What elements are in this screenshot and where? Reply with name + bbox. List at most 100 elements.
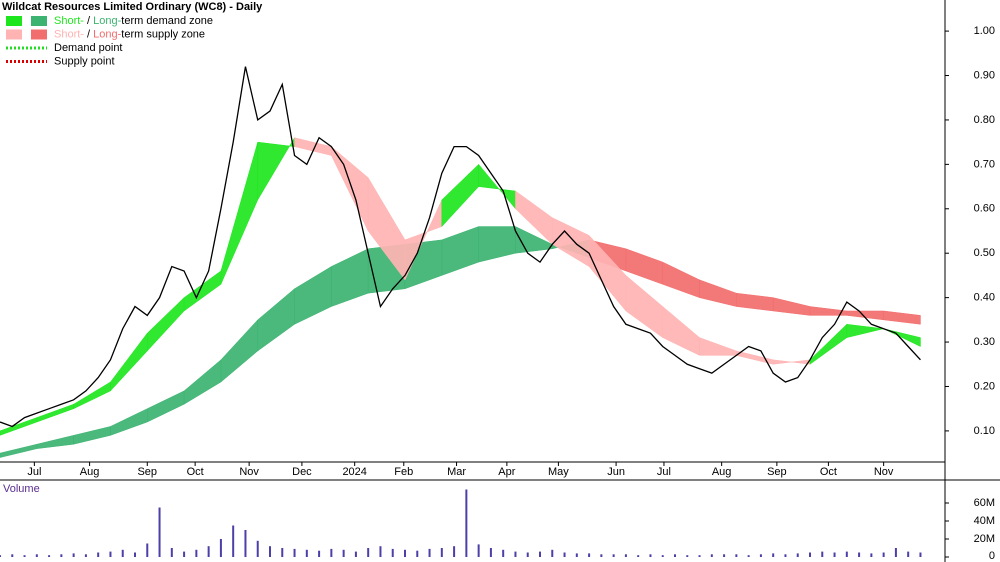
volume-bar [318, 550, 321, 557]
volume-bar [170, 548, 173, 557]
legend-label: Supply point [54, 55, 115, 67]
x-tick-label: 2024 [342, 466, 366, 478]
legend-sep: / [84, 28, 93, 40]
volume-bar [588, 553, 591, 557]
volume-bar [281, 548, 284, 557]
volume-bar [637, 555, 640, 557]
legend-short: Short- [54, 28, 84, 40]
legend-swatch [6, 16, 22, 26]
volume-bar [489, 548, 492, 557]
volume-bar [293, 548, 296, 557]
volume-bar [563, 552, 566, 557]
volume-bar [453, 546, 456, 557]
volume-bar [600, 554, 603, 557]
y-tick-label: 0.80 [974, 114, 995, 126]
y-tick-label: 0.50 [974, 247, 995, 259]
volume-bar [465, 489, 468, 557]
volume-bar [723, 554, 726, 557]
volume-bar [674, 554, 676, 557]
x-tick-label: Dec [292, 466, 312, 478]
legend-long: Long- [93, 15, 121, 27]
volume-tick-label: 60M [974, 497, 995, 509]
volume-bar [354, 551, 357, 557]
volume-bar [551, 549, 554, 557]
volume-bar [919, 552, 922, 557]
volume-bar [772, 553, 775, 557]
volume-bar [84, 554, 87, 557]
x-tick-label: Feb [394, 466, 413, 478]
volume-bar [134, 552, 136, 557]
volume-bar [477, 544, 480, 557]
legend-rest: term supply zone [121, 28, 205, 40]
volume-bar [244, 530, 247, 557]
x-tick-label: Mar [447, 466, 466, 478]
x-tick-label: Oct [820, 466, 837, 478]
volume-bar [416, 550, 419, 557]
volume-bar [391, 548, 394, 557]
legend-long: Long- [93, 28, 121, 40]
volume-bar [698, 555, 701, 557]
volume-bar [48, 555, 51, 557]
volume-bar [121, 549, 124, 557]
volume-bar [440, 548, 443, 557]
volume-bar [502, 549, 505, 557]
volume-bar [858, 552, 861, 557]
volume-bar [109, 551, 112, 557]
x-tick-label: Nov [874, 466, 894, 478]
x-tick-label: Oct [187, 466, 204, 478]
volume-bar [72, 553, 75, 557]
zone-band [883, 328, 921, 347]
volume-tick-label: 40M [974, 515, 995, 527]
y-tick-label: 0.70 [974, 158, 995, 170]
volume-bar [710, 554, 713, 557]
volume-bar [649, 554, 652, 557]
volume-bar [661, 555, 664, 557]
volume-tick-label: 20M [974, 533, 995, 545]
volume-bar [870, 553, 873, 557]
volume-bar [342, 549, 345, 557]
legend-swatch [31, 16, 47, 26]
volume-bar [11, 554, 14, 557]
y-tick-label: 0.20 [974, 380, 995, 392]
volume-bar [575, 553, 578, 557]
volume-bar [821, 551, 824, 557]
zone-band [883, 310, 921, 325]
volume-bar [686, 555, 689, 557]
volume-bar [256, 540, 259, 557]
volume-bar [183, 551, 186, 557]
volume-bar [833, 552, 836, 557]
volume-bar [526, 552, 529, 557]
chart-title: Wildcat Resources Limited Ordinary (WC8)… [2, 1, 263, 13]
volume-bar [735, 554, 738, 557]
legend-short: Short- [54, 15, 84, 27]
volume-bar [612, 554, 615, 557]
volume-bar [759, 554, 762, 557]
zone-band [846, 324, 884, 338]
legend-swatch [31, 29, 47, 40]
volume-bar [146, 543, 149, 557]
x-tick-label: Sep [767, 466, 787, 478]
volume-bar [207, 546, 210, 557]
volume-bar [219, 539, 222, 557]
volume-bar [882, 552, 885, 557]
price-line [0, 66, 921, 428]
y-tick-label: 0.40 [974, 292, 995, 304]
volume-bar [0, 555, 1, 557]
x-tick-label: Apr [498, 466, 515, 478]
volume-bar [624, 554, 627, 557]
volume-bar [404, 549, 406, 557]
volume-bar [894, 548, 897, 557]
volume-bar [796, 553, 799, 557]
volume-bar [379, 546, 382, 557]
x-tick-label: Jul [27, 466, 41, 478]
y-tick-label: 1.00 [974, 25, 995, 37]
volume-bar [60, 554, 63, 557]
legend-swatch [6, 29, 22, 40]
volume-bar [845, 551, 848, 557]
x-tick-label: Aug [712, 466, 732, 478]
volume-bar [367, 548, 370, 557]
volume-bar [784, 554, 787, 557]
volume-bar [330, 548, 333, 557]
x-tick-label: May [548, 466, 569, 478]
